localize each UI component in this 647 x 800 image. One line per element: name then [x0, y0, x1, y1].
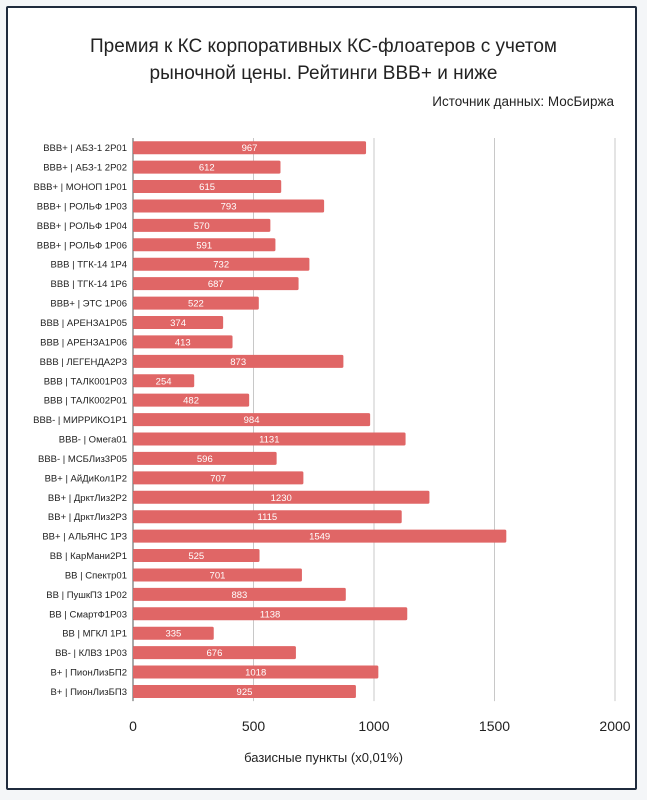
category-label: BBB+ | РОЛЬФ 1Р06: [37, 240, 127, 251]
bar: [133, 160, 281, 174]
chart-title: Премия к КС корпоративных КС-флоатеров с…: [0, 33, 647, 87]
data-label: 701: [210, 570, 226, 581]
category-label: BBB+ | РОЛЬФ 1Р03: [37, 201, 127, 212]
data-label: 984: [244, 415, 260, 426]
category-label: BBB+ | АБЗ-1 2Р02: [43, 163, 127, 174]
category-label: BBB+ | ЭТС 1Р06: [50, 299, 127, 310]
data-label: 335: [165, 629, 181, 640]
bar: [133, 471, 304, 485]
chart-title-line-2: рыночной цены. Рейтинги BBB+ и ниже: [149, 63, 498, 84]
bar: [133, 199, 325, 213]
data-label: 1018: [245, 668, 266, 679]
data-label: 1115: [257, 512, 277, 523]
chart-source: Источник данных: МосБиржа: [432, 94, 614, 109]
data-label: 793: [221, 201, 237, 212]
bar: [133, 354, 344, 368]
category-label: BBB- | МИРРИКО1Р1: [33, 415, 127, 426]
bar: [133, 646, 296, 660]
category-label: BBB+ | РОЛЬФ 1Р04: [37, 221, 127, 232]
data-label: 482: [183, 396, 199, 407]
data-label: 732: [213, 260, 229, 271]
data-label: 525: [188, 551, 204, 562]
data-label: 687: [208, 279, 224, 290]
bar: [133, 587, 346, 601]
data-label: 612: [199, 163, 215, 174]
data-label: 413: [175, 337, 191, 348]
data-label: 707: [210, 473, 226, 484]
bar: [133, 277, 299, 291]
x-tick-label: 500: [242, 718, 266, 734]
data-label: 925: [237, 687, 253, 698]
data-label: 570: [194, 221, 210, 232]
category-label: BBB | ЛЕГЕНДА2Р3: [40, 357, 127, 368]
category-label: BBB | ТАЛК001Р03: [44, 376, 127, 387]
bar: [133, 490, 430, 504]
bar: [133, 238, 276, 252]
bar: [133, 607, 408, 621]
bar: [133, 296, 259, 310]
category-label: BBB+ | МОНОП 1Р01: [33, 182, 127, 193]
category-label: BB+ | АйДиКол1Р2: [45, 473, 127, 484]
bar: [133, 374, 195, 388]
category-label: BB | МГКЛ 1Р1: [62, 629, 127, 640]
bar: [133, 549, 260, 563]
data-label: 967: [242, 143, 258, 154]
category-label: B+ | ПионЛизБП3: [50, 687, 127, 698]
data-label: 1138: [260, 609, 280, 620]
x-tick-label: 1000: [358, 718, 389, 734]
bar: [133, 665, 379, 679]
category-label: BBB | ТАЛК002Р01: [44, 396, 127, 407]
data-label: 615: [199, 182, 215, 193]
x-tick-label: 1500: [479, 718, 510, 734]
data-label: 1549: [309, 532, 330, 543]
bar: [133, 180, 282, 194]
data-label: 596: [197, 454, 213, 465]
x-axis-label: базисные пункты (х0,01%): [244, 750, 403, 765]
category-label: BB+ | ДрктЛиз2Р3: [48, 512, 127, 523]
bar: [133, 626, 214, 640]
bar: [133, 684, 356, 698]
category-label: BBB+ | АБЗ-1 2Р01: [43, 143, 127, 154]
data-label: 1230: [271, 493, 292, 504]
bar: [133, 510, 402, 524]
bar: [133, 451, 277, 465]
category-label: BB | СмартФ1Р03: [49, 609, 127, 620]
category-label: BB | ПушкП3 1Р02: [46, 590, 127, 601]
category-label: BB- | КЛВЗ 1Р03: [55, 648, 127, 659]
category-label: BBB | ТГК-14 1Р6: [50, 279, 127, 290]
bar: [133, 413, 371, 427]
category-label: BB | КарМани2Р1: [50, 551, 127, 562]
bar: [133, 141, 367, 155]
bar: [133, 432, 406, 446]
category-label: BBB | АРЕНЗА1Р05: [40, 318, 127, 329]
bar: [133, 218, 271, 232]
chart-title-line-1: Премия к КС корпоративных КС-флоатеров с…: [90, 36, 557, 57]
category-label: BBB- | Омега01: [59, 435, 127, 446]
data-label: 883: [231, 590, 247, 601]
bar: [133, 568, 302, 582]
bar: [133, 335, 233, 349]
data-label: 374: [170, 318, 186, 329]
data-label: 1131: [259, 435, 279, 446]
data-label: 522: [188, 299, 204, 310]
category-label: BBB- | МСБЛиз3Р05: [38, 454, 127, 465]
data-label: 254: [156, 376, 172, 387]
category-label: B+ | ПионЛизБП2: [50, 668, 127, 679]
x-tick-label: 0: [129, 718, 137, 734]
bar: [133, 257, 310, 271]
bar: [133, 529, 507, 543]
data-label: 591: [196, 240, 212, 251]
bar: [133, 315, 224, 329]
data-label: 873: [230, 357, 246, 368]
category-label: BB+ | ДрктЛиз2Р2: [48, 493, 127, 504]
x-tick-label: 2000: [599, 718, 630, 734]
category-label: BB | Спектр01: [65, 570, 127, 581]
bar: [133, 393, 250, 407]
category-label: BB+ | АЛЬЯНС 1Р3: [42, 532, 127, 543]
category-label: BBB | ТГК-14 1Р4: [50, 260, 127, 271]
chart-frame: [6, 6, 637, 790]
data-label: 676: [207, 648, 223, 659]
category-label: BBB | АРЕНЗА1Р06: [40, 337, 127, 348]
